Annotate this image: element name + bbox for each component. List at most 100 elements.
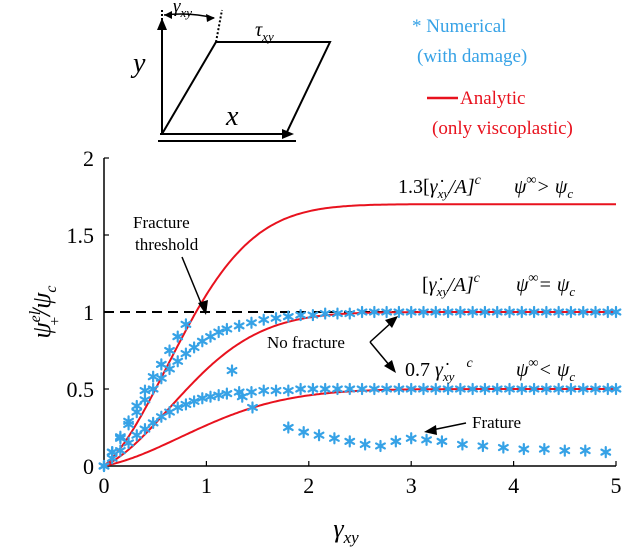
numerical-point-s1	[528, 305, 540, 319]
numerical-point-s3	[497, 441, 509, 454]
numerical-point-s2	[393, 382, 405, 396]
numerical-point-s1	[479, 305, 491, 319]
numerical-point-s1	[282, 310, 294, 323]
numerical-point-s1	[602, 305, 614, 319]
numerical-point-s2	[213, 389, 225, 402]
y-ticks: 0 0.5 1 1.5 2	[67, 146, 109, 479]
numerical-point-s2	[454, 382, 466, 396]
numerical-point-s1	[246, 316, 257, 329]
numerical-point-s3	[180, 318, 192, 331]
inset-tau-label: τxy	[255, 19, 274, 44]
numerical-point-s3	[313, 429, 325, 442]
numerical-series	[98, 305, 622, 473]
x-tick-label: 2	[303, 473, 314, 498]
numerical-point-s2	[504, 382, 515, 396]
numerical-point-s1	[491, 305, 503, 319]
numerical-point-s3	[236, 390, 248, 403]
fracture-threshold-label-1: Fracture	[133, 213, 190, 232]
x-tick-label: 4	[508, 473, 519, 498]
numerical-point-s2	[491, 382, 503, 396]
numerical-point-s2	[368, 382, 380, 396]
numerical-point-s2	[430, 382, 442, 396]
y-tick-label: 0	[83, 454, 94, 479]
numerical-point-s2	[139, 422, 151, 436]
no-fracture-arrowhead-down	[384, 360, 396, 373]
numerical-point-s3	[114, 430, 126, 443]
fracture-arrow	[431, 422, 467, 431]
numerical-point-s3	[282, 421, 294, 434]
gamma-arc-arrow-left	[164, 11, 172, 19]
numerical-point-s1	[442, 305, 454, 319]
numerical-point-s1	[467, 305, 479, 319]
curve-2-scaling-label: [γ̇xy/A]c	[422, 271, 481, 299]
numerical-point-s1	[270, 312, 282, 325]
numerical-point-s1	[155, 372, 167, 385]
curve-1-scaling-label: 1.3[γ̇xy/A]c	[398, 173, 482, 201]
numerical-point-s1	[319, 307, 331, 320]
legend-numerical-note: (with damage)	[417, 46, 527, 67]
numerical-point-s3	[518, 442, 530, 456]
numerical-point-s1	[205, 330, 216, 343]
inset-x-label: x	[225, 101, 239, 132]
numerical-point-s2	[565, 382, 577, 396]
numerical-point-s1	[393, 305, 405, 319]
numerical-point-s1	[233, 319, 245, 332]
no-fracture-arrowhead-up	[385, 316, 398, 328]
fracture-arrowhead	[424, 425, 437, 435]
numerical-point-s1	[418, 305, 429, 319]
analytic-curve-1	[103, 203, 616, 467]
gamma-arc-arrow-right	[206, 14, 215, 22]
numerical-point-s2	[418, 382, 429, 396]
numerical-point-s3	[298, 426, 310, 439]
numerical-point-s1	[344, 307, 356, 320]
numerical-point-s2	[479, 382, 491, 396]
numerical-point-s3	[106, 446, 118, 459]
numerical-point-s3	[172, 330, 184, 343]
numerical-point-s2	[319, 382, 331, 396]
numerical-point-s2	[590, 382, 601, 396]
curve-1-condition-label: ψ∞> ψc	[514, 173, 573, 201]
no-fracture-label: No fracture	[267, 333, 345, 352]
numerical-point-s1	[332, 307, 343, 320]
numerical-point-s2	[246, 385, 257, 399]
numerical-point-s2	[602, 382, 614, 396]
numerical-point-s3	[538, 442, 550, 456]
numerical-point-s3	[477, 439, 489, 453]
numerical-point-s2	[356, 382, 368, 396]
numerical-point-s1	[180, 347, 192, 360]
numerical-point-s1	[381, 305, 393, 319]
x-axis-label: γxy	[333, 514, 359, 547]
numerical-point-s3	[421, 433, 432, 446]
numerical-point-s3	[155, 358, 167, 371]
numerical-point-s3	[600, 446, 612, 459]
numerical-point-s1	[504, 305, 515, 319]
numerical-point-s3	[436, 435, 448, 448]
numerical-point-s3	[123, 415, 135, 428]
numerical-point-s2	[610, 382, 622, 396]
x-tick-label: 5	[611, 473, 622, 498]
numerical-point-s2	[114, 444, 126, 457]
numerical-point-s1	[577, 305, 589, 319]
inset-y-label: y	[130, 48, 146, 79]
numerical-point-s2	[123, 436, 135, 449]
y-tick-label: 1	[83, 300, 94, 325]
numerical-point-s3	[456, 438, 468, 451]
inset-labels: γxy τxy x y	[130, 0, 274, 132]
analytic-curve-3	[103, 388, 616, 467]
curve-2-condition-label: ψ∞= ψc	[516, 271, 575, 299]
numerical-point-s2	[295, 382, 307, 396]
numerical-point-s3	[344, 435, 356, 448]
inset-x-arrowhead	[282, 129, 294, 139]
x-tick-label: 0	[99, 473, 110, 498]
numerical-point-s2	[188, 395, 200, 408]
numerical-point-s1	[405, 305, 417, 319]
numerical-point-s1	[540, 305, 552, 319]
no-fracture-arrow-down	[369, 341, 391, 367]
numerical-point-s2	[147, 416, 159, 429]
numerical-point-s1	[213, 325, 225, 339]
numerical-point-s3	[226, 364, 238, 377]
numerical-point-s1	[147, 382, 159, 396]
legend-analytic-note: (only viscoplastic)	[432, 118, 573, 139]
numerical-point-s1	[258, 313, 270, 326]
numerical-point-s2	[258, 384, 270, 397]
